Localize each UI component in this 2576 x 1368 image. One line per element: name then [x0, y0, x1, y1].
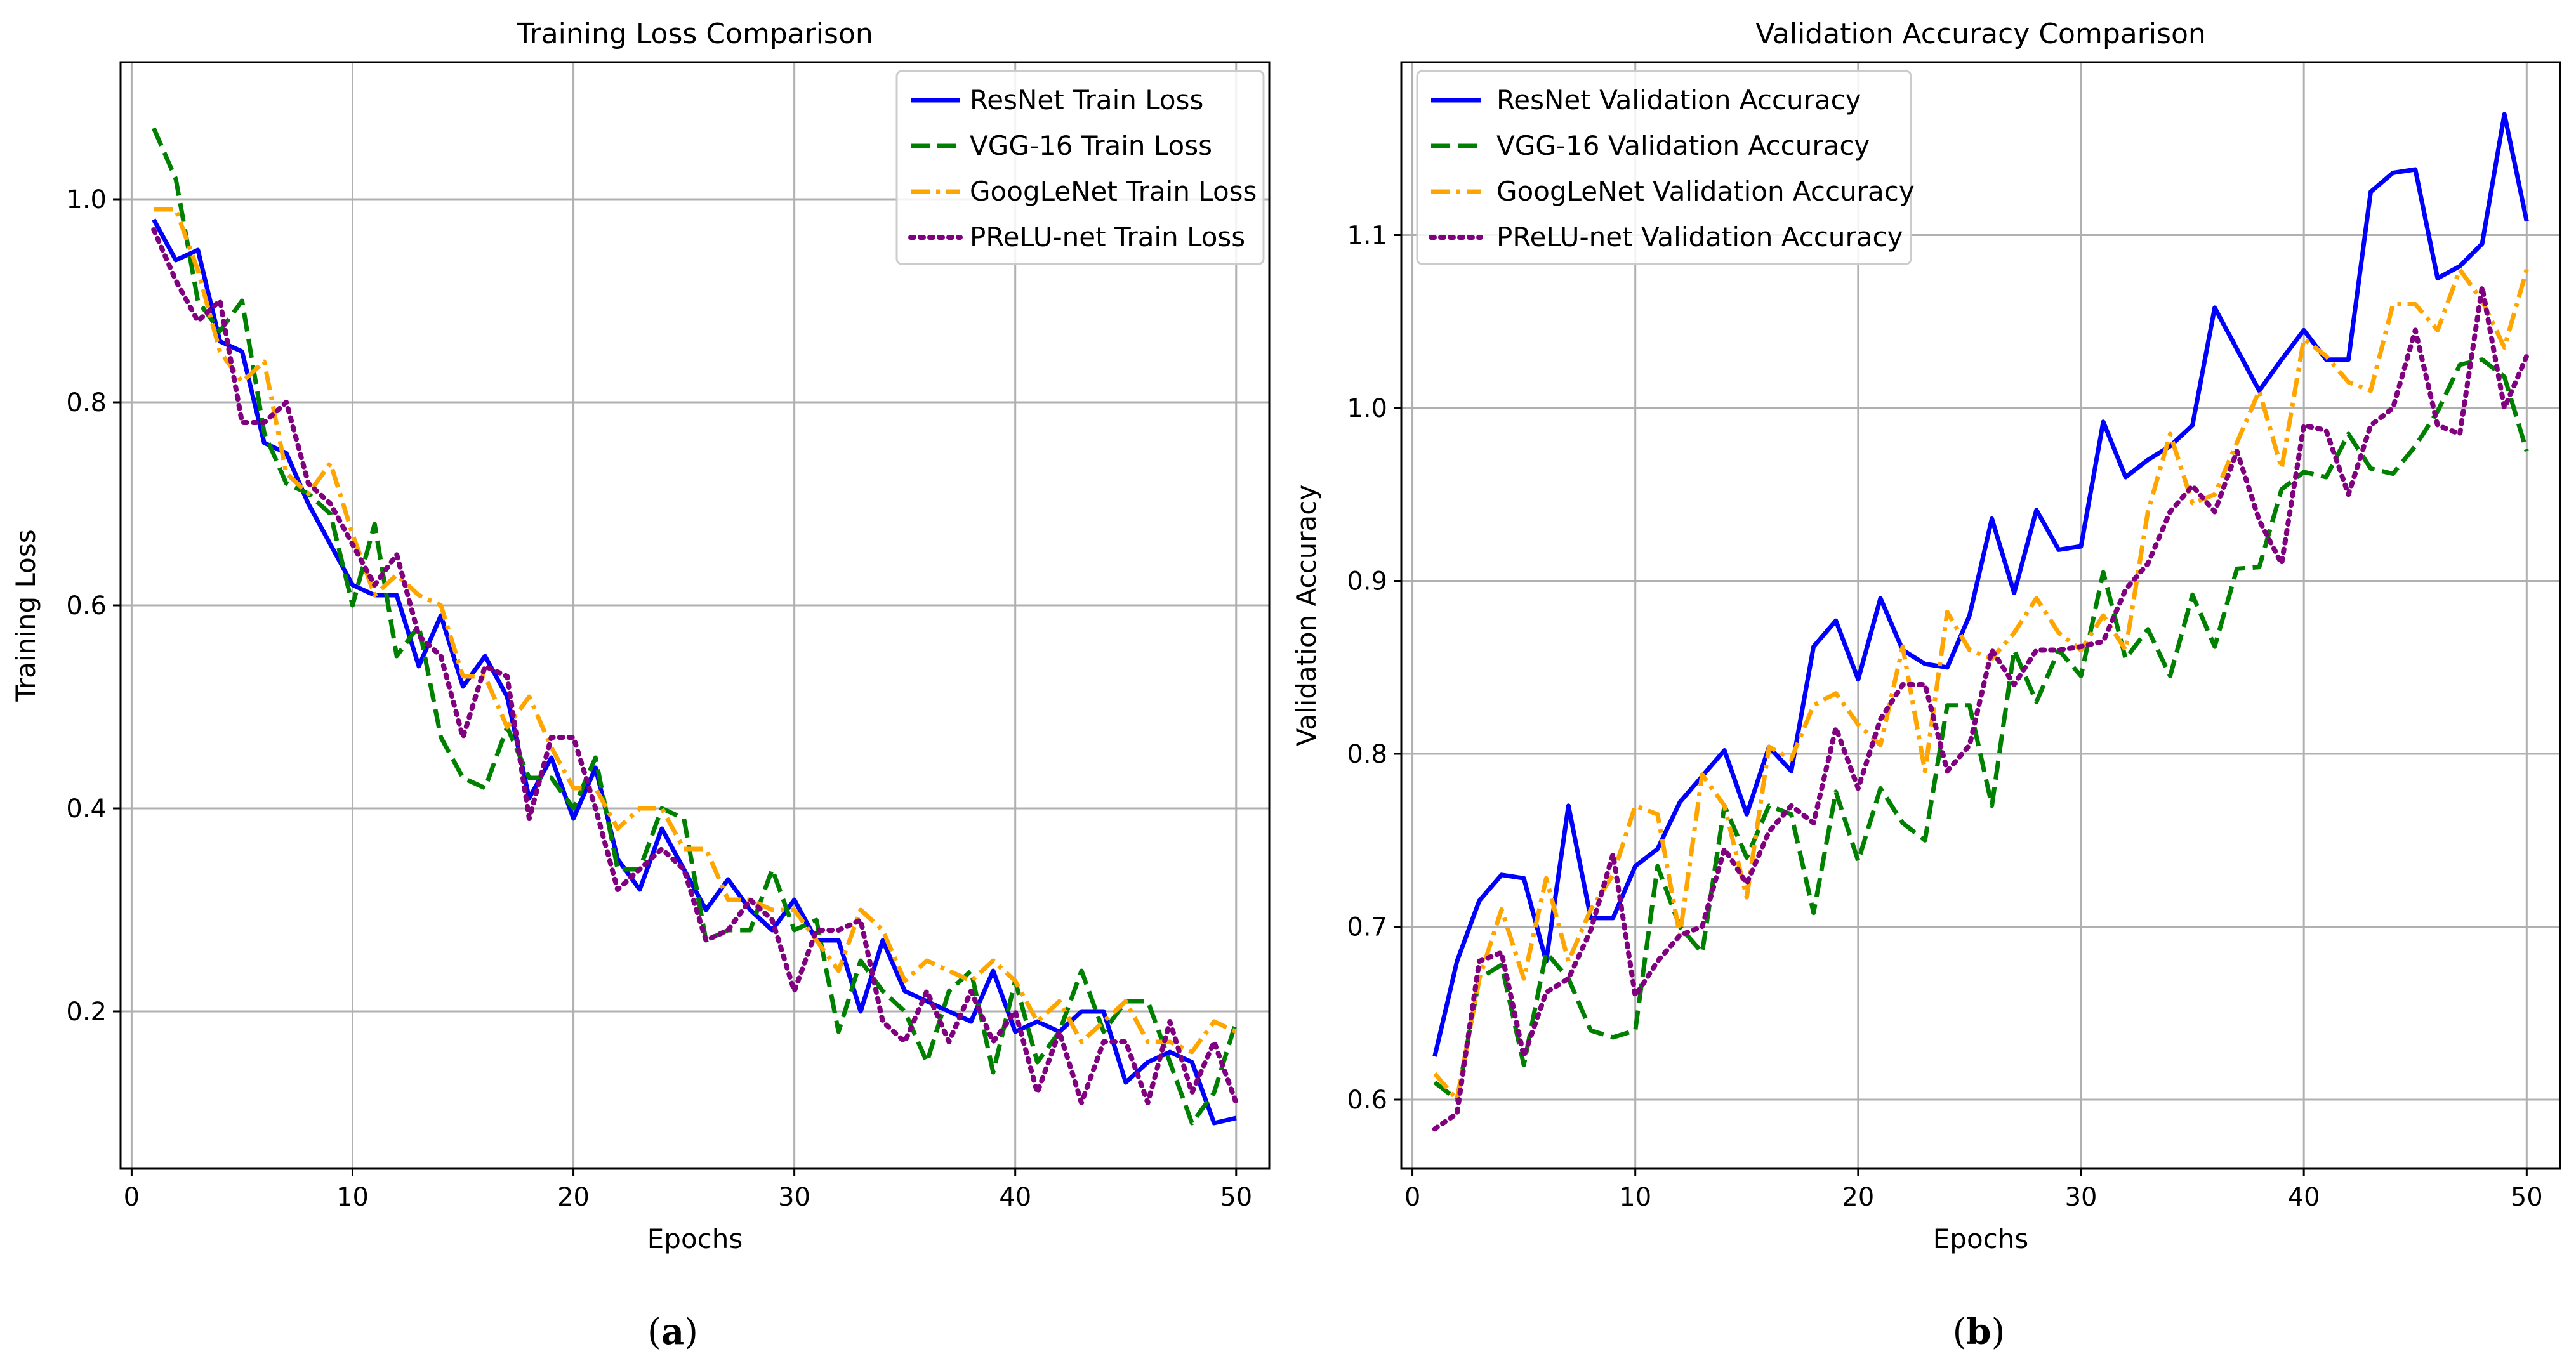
chart-b-xtick-label: 10	[1619, 1183, 1651, 1212]
chart-b-xtick-label: 30	[2065, 1183, 2097, 1212]
chart-b-xtick-label: 20	[1842, 1183, 1874, 1212]
chart-b-ytick-label: 1.0	[1347, 394, 1387, 423]
chart-b-xtick-label: 40	[2288, 1183, 2320, 1212]
panel-b-validation-accuracy: 0 10 20 30 40 50 0.6 0.7 0.8 0.9 1.0 1.1 Validation …	[1291, 18, 2561, 1254]
chart-b-ytick-label: 1.1	[1347, 221, 1387, 251]
chart-b-ytick-label: 0.9	[1347, 567, 1387, 596]
chart-b-legend-label-3: GoogLeNet Validation Accuracy	[1496, 176, 1915, 207]
panel-label-a-letter: a	[661, 1311, 684, 1353]
chart-a-title: Training Loss Comparison	[516, 18, 873, 50]
chart-b-ylabel: Validation Accuracy	[1291, 485, 1322, 747]
chart-b-legend-box	[1416, 70, 1912, 265]
panel-label-a: (a)	[647, 1311, 698, 1353]
chart-b-axes-frame	[1400, 61, 2561, 1170]
chart-b-xtick-label: 0	[1404, 1183, 1420, 1212]
chart-a-xtick-label: 40	[999, 1183, 1031, 1212]
chart-b-ytick-label: 0.8	[1347, 740, 1387, 769]
chart-a-xlabel: Epochs	[647, 1223, 743, 1254]
chart-a-xtick-label: 30	[778, 1183, 810, 1212]
chart-a-ytick-label: 0.8	[66, 388, 107, 418]
chart-b-xtick-label: 50	[2511, 1183, 2543, 1212]
chart-a-legend-label-4: PReLU-net Train Loss	[970, 221, 1245, 253]
chart-b-xlabel: Epochs	[1933, 1223, 2029, 1254]
chart-b-series-line-2	[1433, 357, 2529, 1102]
chart-a-axes-frame	[119, 61, 1271, 1170]
chart-a-xtick-label: 50	[1220, 1183, 1252, 1212]
chart-a-series-line-3	[154, 207, 1238, 1055]
chart-a-legend-box	[895, 70, 1265, 265]
chart-a-legend-label-1: ResNet Train Loss	[970, 84, 1203, 115]
chart-a-ylabel: Training Loss	[10, 529, 41, 702]
chart-b-legend-label-1: ResNet Validation Accuracy	[1496, 84, 1861, 115]
chart-a-xtick-label: 0	[124, 1183, 140, 1212]
chart-b-series-line-3	[1433, 267, 2529, 1102]
chart-b-ytick-label: 0.6	[1347, 1086, 1387, 1115]
chart-a-legend-label-3: GoogLeNet Train Loss	[970, 176, 1257, 207]
chart-a-ytick-label: 0.2	[66, 997, 107, 1027]
chart-b-ytick-label: 0.7	[1347, 913, 1387, 942]
panel-label-b-letter: b	[1966, 1311, 1991, 1353]
chart-b-title: Validation Accuracy Comparison	[1755, 18, 2206, 50]
chart-a-series-line-4	[151, 227, 1239, 1105]
chart-a-ytick-label: 1.0	[66, 185, 107, 214]
chart-b-legend-label-2: VGG-16 Validation Accuracy	[1496, 130, 1870, 161]
chart-a-ytick-label: 0.4	[66, 794, 107, 824]
chart-a-legend: ResNet Train Loss VGG-16 Train Loss GoogLe…	[895, 70, 1265, 265]
panel-a-training-loss: 0 10 20 30 40 50 0.2 0.4 0.6 0.8 1.0 Training Loss …	[10, 18, 1271, 1254]
chart-b-legend: ResNet Validation Accuracy VGG-16 Validat…	[1416, 70, 1915, 265]
chart-b-legend-label-4: PReLU-net Validation Accuracy	[1496, 221, 1903, 253]
chart-b-series-line-4	[1432, 284, 2530, 1132]
chart-b-series-line-1	[1432, 112, 2529, 1057]
chart-a-xtick-label: 20	[557, 1183, 590, 1212]
chart-a-xtick-label: 10	[336, 1183, 369, 1212]
chart-a-ytick-label: 0.6	[66, 591, 107, 621]
panel-label-b: (b)	[1953, 1311, 2005, 1353]
chart-a-series-line-2	[151, 127, 1239, 1126]
chart-a-legend-label-2: VGG-16 Train Loss	[970, 130, 1212, 161]
